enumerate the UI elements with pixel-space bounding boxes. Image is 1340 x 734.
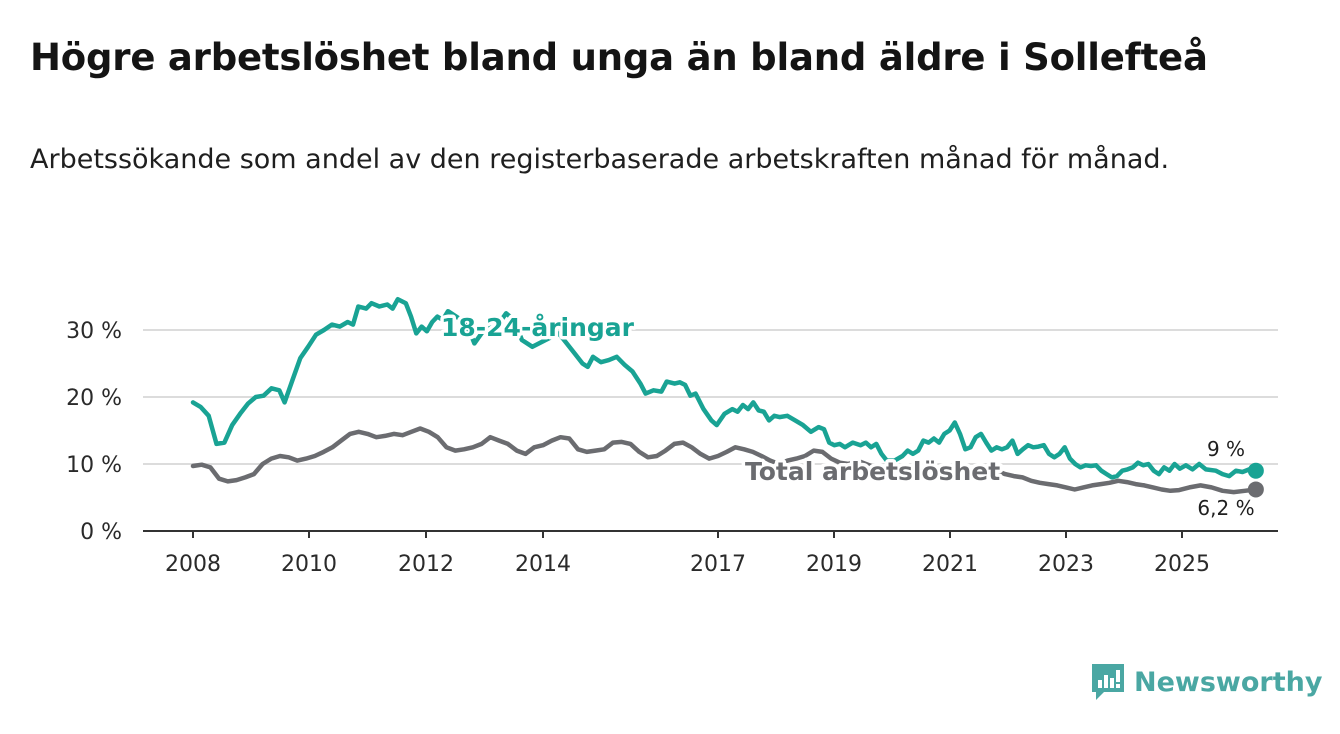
series-line-youth xyxy=(190,296,1259,480)
end-value-youth: 9 % xyxy=(1207,437,1245,461)
chart-subtitle: Arbetssökande som andel av den registerb… xyxy=(30,144,1170,175)
series-line-total xyxy=(190,426,1259,495)
end-marker-youth xyxy=(1247,462,1264,479)
x-tick-label: 2012 xyxy=(398,552,454,577)
y-tick-label: 10 % xyxy=(66,453,122,478)
x-tick-label: 2017 xyxy=(690,552,746,577)
gridlines xyxy=(143,329,1278,465)
series-label-total: Total arbetslöshet xyxy=(745,457,1000,486)
x-tick-label: 2014 xyxy=(515,552,571,577)
end-marker-total xyxy=(1247,481,1264,498)
series-lines xyxy=(190,296,1264,498)
x-tick-label: 2025 xyxy=(1154,552,1210,577)
series-labels: 18-24-åringar Total arbetslöshet 9 % 6,2 % xyxy=(438,310,1255,521)
x-tick-label: 2021 xyxy=(922,552,978,577)
x-tick-label: 2008 xyxy=(165,552,221,577)
newsworthy-logo-icon xyxy=(1092,664,1124,700)
chart-title: Högre arbetslöshet bland unga än bland ä… xyxy=(30,36,1208,79)
brand-logo[interactable]: Newsworthy xyxy=(1090,662,1322,702)
x-tick-label: 2019 xyxy=(806,552,862,577)
axes: 0 % 10 % 20 % 30 % 2008 2010 2012 2014 2017 2019 2… xyxy=(66,319,1278,577)
brand-name: Newsworthy xyxy=(1134,666,1323,698)
y-tick-label: 0 % xyxy=(80,520,122,545)
x-tick-label: 2023 xyxy=(1038,552,1094,577)
x-tick-label: 2010 xyxy=(281,552,337,577)
end-value-total: 6,2 % xyxy=(1197,496,1254,520)
series-label-youth: 18-24-åringar xyxy=(441,313,635,342)
y-tick-label: 20 % xyxy=(66,386,122,411)
y-tick-label: 30 % xyxy=(66,319,122,344)
